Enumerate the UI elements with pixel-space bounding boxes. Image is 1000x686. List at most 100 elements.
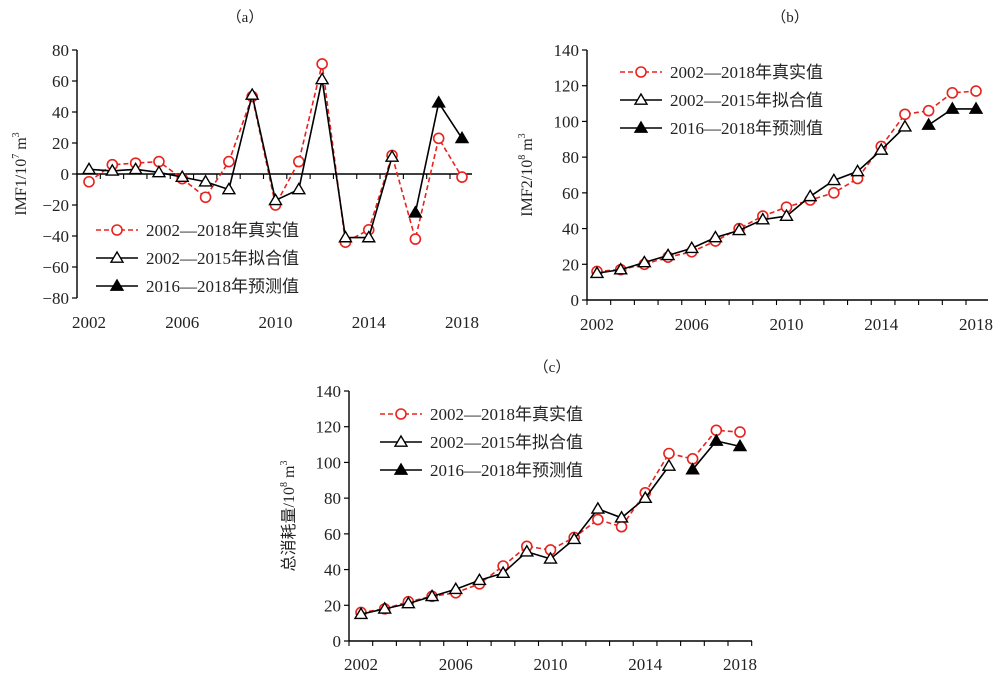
data-point <box>432 132 445 145</box>
legend-label: 2002—2015年拟合值 <box>146 249 299 268</box>
legend-item: 2002—2018年真实值 <box>380 405 583 424</box>
data-point <box>922 104 935 117</box>
data-point <box>590 501 606 514</box>
legend-label: 2016—2018年预测值 <box>670 119 823 138</box>
y-tick-label: 100 <box>316 453 342 472</box>
y-tick-label: 80 <box>562 148 579 167</box>
data-point <box>802 189 818 202</box>
legend: 2002—2018年真实值 2002—2015年拟合值 2016—2018年预测值 <box>380 405 583 480</box>
data-point <box>314 72 330 85</box>
series-2 <box>921 101 984 130</box>
x-tick-label: 2010 <box>534 655 568 674</box>
series-0 <box>591 85 982 278</box>
series-0 <box>355 424 746 619</box>
y-tick-label: 60 <box>324 525 341 544</box>
x-tick-label: 2002 <box>344 655 378 674</box>
data-point <box>454 130 470 144</box>
y-tick-label: 80 <box>52 41 69 60</box>
data-point <box>519 544 535 557</box>
data-point <box>128 161 143 175</box>
data-point <box>850 164 865 177</box>
legend-marker <box>393 434 409 447</box>
data-point <box>708 230 723 243</box>
x-tick-label: 2018 <box>959 315 993 334</box>
legend-label: 2002—2018年真实值 <box>430 405 583 424</box>
legend-label: 2002—2018年真实值 <box>670 63 823 82</box>
legend-item: 2016—2018年预测值 <box>96 277 299 296</box>
data-point <box>732 438 748 452</box>
x-tick-label: 2018 <box>723 655 757 674</box>
series-line <box>360 429 741 614</box>
data-point <box>970 85 982 97</box>
x-tick-label: 2014 <box>352 313 387 332</box>
data-point <box>456 171 468 183</box>
data-point <box>83 175 95 188</box>
y-tick-label: 40 <box>52 103 69 122</box>
x-tick-label: 2006 <box>439 655 473 674</box>
data-point <box>663 447 675 460</box>
legend-item: 2002—2018年真实值 <box>96 221 299 240</box>
y-tick-label: 40 <box>324 561 341 580</box>
y-axis-title: IMF2/108 m3 <box>517 133 536 216</box>
data-point <box>431 95 446 108</box>
data-point <box>338 230 353 243</box>
y-tick-label: 0 <box>571 291 580 310</box>
data-point <box>945 101 960 114</box>
data-point <box>316 58 328 70</box>
data-point <box>637 255 652 268</box>
series-line <box>360 465 670 615</box>
legend: 2002—2018年真实值 2002—2015年拟合值 2016—2018年预测值 <box>96 221 299 296</box>
y-tick-label: −60 <box>42 258 69 277</box>
legend-marker <box>393 462 409 475</box>
legend-item: 2002—2015年拟合值 <box>96 249 299 268</box>
y-tick-label: 140 <box>554 41 580 60</box>
data-point <box>175 169 190 183</box>
data-point <box>495 565 511 579</box>
y-tick-label: −20 <box>42 196 69 215</box>
legend-item: 2002—2018年真实值 <box>620 63 823 82</box>
series-line <box>414 100 463 213</box>
data-point <box>968 101 984 114</box>
data-point <box>709 433 724 446</box>
x-tick-label: 2002 <box>72 313 106 332</box>
data-point <box>566 531 582 545</box>
data-point <box>424 588 440 602</box>
legend-label: 2016—2018年预测值 <box>146 277 299 296</box>
legend: 2002—2018年真实值 2002—2015年拟合值 2016—2018年预测值 <box>620 63 823 138</box>
data-point <box>353 606 369 620</box>
data-point <box>377 601 392 614</box>
legend-marker <box>109 250 125 263</box>
y-tick-label: 0 <box>61 165 70 184</box>
legend-marker <box>395 408 407 420</box>
legend-item: 2016—2018年预测值 <box>620 119 823 138</box>
legend-marker <box>111 224 123 236</box>
panel-label: （b） <box>771 9 809 26</box>
legend-label: 2016—2018年预测值 <box>430 461 583 480</box>
data-point <box>661 458 677 471</box>
x-tick-label: 2002 <box>580 315 614 334</box>
y-tick-label: 60 <box>52 72 69 91</box>
legend-label: 2002—2015年拟合值 <box>670 91 823 110</box>
legend-marker <box>109 278 125 291</box>
data-point <box>472 572 487 586</box>
series-0 <box>83 58 468 248</box>
y-tick-label: 80 <box>324 489 341 508</box>
data-point <box>401 596 416 609</box>
data-point <box>731 222 747 236</box>
data-point <box>592 513 604 526</box>
x-tick-label: 2018 <box>445 313 479 332</box>
legend-label: 2002—2015年拟合值 <box>430 433 583 452</box>
y-tick-label: 60 <box>562 184 579 203</box>
y-tick-label: −80 <box>42 289 69 308</box>
data-point <box>221 182 237 195</box>
data-point <box>291 182 307 195</box>
y-tick-label: 100 <box>554 112 580 131</box>
data-point <box>660 247 676 261</box>
data-point <box>685 462 700 475</box>
data-point <box>734 426 746 438</box>
data-point <box>638 490 653 504</box>
legend-marker <box>633 120 649 133</box>
series-1 <box>589 119 913 279</box>
